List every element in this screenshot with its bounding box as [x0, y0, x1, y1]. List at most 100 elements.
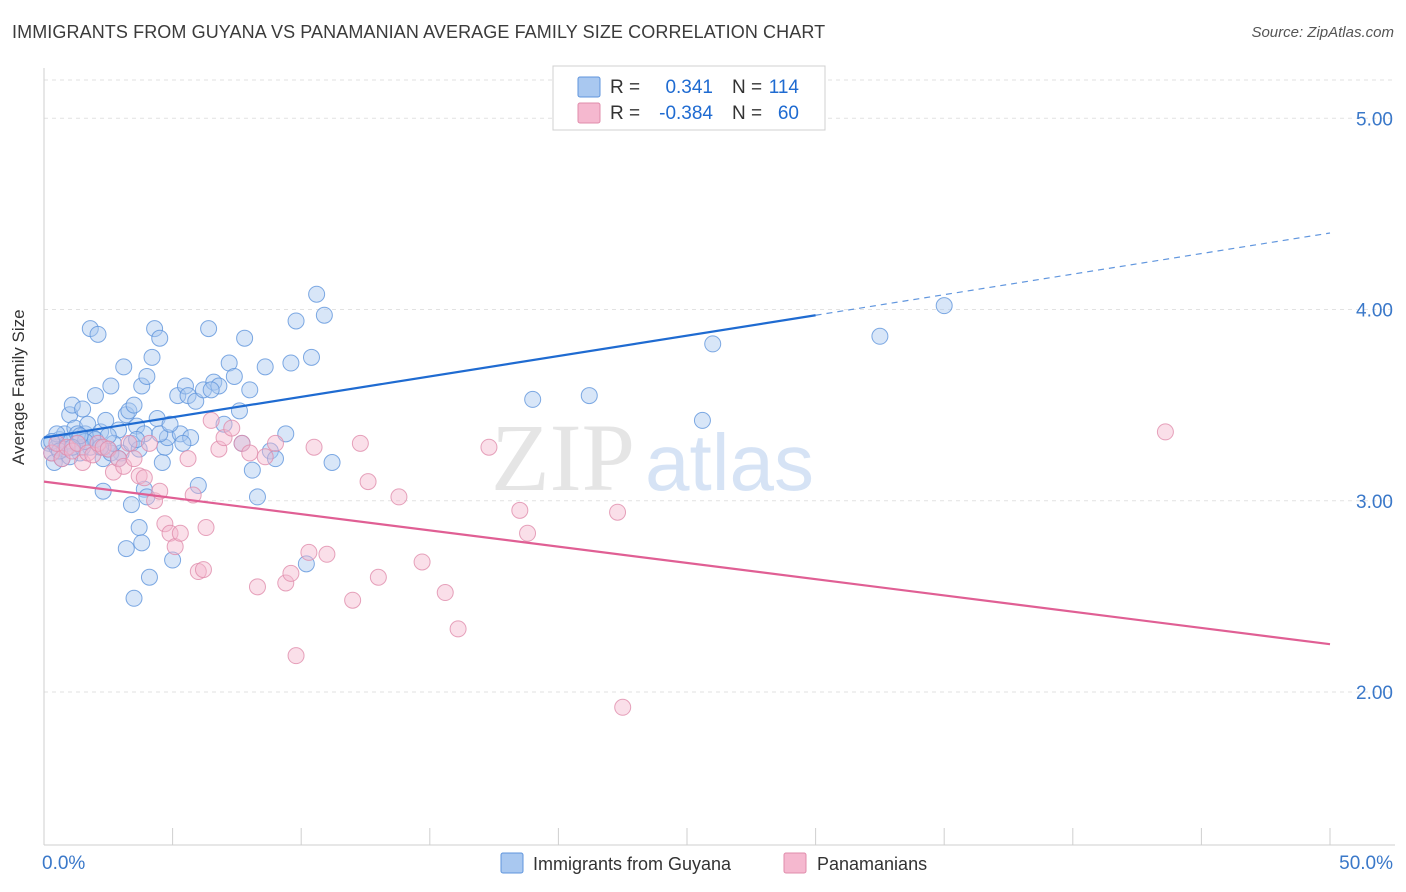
y-tick-label: 2.00: [1356, 683, 1393, 704]
legend-r-label-blue: R =: [610, 77, 640, 98]
point-panamanian: [194, 561, 212, 579]
point-guyana: [140, 568, 158, 586]
point-guyana: [128, 431, 146, 449]
point-panamanian: [104, 463, 122, 481]
point-panamanian: [140, 434, 158, 452]
point-guyana: [125, 396, 143, 414]
point-guyana: [89, 325, 107, 343]
legend-n-value-pink: 60: [778, 103, 799, 124]
point-guyana: [176, 377, 194, 395]
legend-r-value-blue: 0.341: [665, 77, 713, 98]
point-guyana: [122, 496, 140, 514]
point-panamanian: [135, 469, 153, 487]
point-panamanian: [614, 698, 632, 716]
point-guyana: [323, 454, 341, 471]
point-guyana: [243, 461, 261, 479]
point-guyana: [215, 415, 233, 433]
point-guyana: [287, 312, 305, 330]
y-tick-label: 4.00: [1356, 301, 1393, 322]
trend-line-guyana-extension: [815, 232, 1331, 316]
point-guyana: [580, 387, 598, 405]
point-guyana: [241, 381, 259, 399]
trend-lines: [43, 232, 1331, 646]
point-guyana: [308, 285, 326, 303]
legend-r-label-pink: R =: [610, 103, 640, 124]
watermark: ZIP atlas: [491, 404, 814, 511]
axes: [43, 68, 1395, 846]
legend-swatch-blue: [577, 76, 601, 98]
point-guyana: [248, 488, 266, 506]
x-tick-label-min: 0.0%: [42, 853, 85, 874]
point-panamanian: [277, 574, 295, 592]
point-panamanian: [202, 411, 220, 429]
point-panamanian: [248, 578, 266, 596]
point-panamanian: [266, 434, 284, 452]
watermark-zip: ZIP: [491, 404, 635, 511]
legend-r-value-pink: -0.384: [659, 103, 713, 124]
point-guyana: [138, 367, 156, 385]
point-panamanian: [369, 568, 387, 586]
point-guyana: [133, 377, 151, 395]
point-guyana: [151, 329, 169, 347]
point-guyana: [74, 400, 92, 418]
point-guyana: [164, 551, 182, 569]
y-tick-label: 3.00: [1356, 492, 1393, 513]
point-guyana: [86, 387, 104, 405]
point-guyana: [143, 348, 161, 366]
legend-bottom-swatch-blue: [500, 852, 524, 874]
point-guyana: [146, 320, 164, 338]
point-panamanian: [609, 503, 627, 521]
point-guyana: [63, 396, 81, 414]
trend-line-panamanian: [43, 480, 1331, 646]
point-guyana: [693, 411, 711, 429]
point-guyana: [524, 390, 542, 408]
point-panamanian: [344, 591, 362, 609]
point-panamanian: [449, 620, 467, 638]
point-panamanian: [120, 434, 138, 452]
point-guyana: [236, 329, 254, 347]
point-panamanian: [519, 524, 537, 542]
point-panamanian: [179, 450, 197, 468]
legend-n-label-pink: N =: [732, 103, 762, 124]
point-panamanian: [305, 438, 323, 456]
point-panamanian: [413, 553, 431, 571]
point-guyana: [256, 358, 274, 376]
legend-bottom-label-blue: Immigrants from Guyana: [533, 854, 732, 874]
point-panamanian: [241, 444, 259, 462]
point-guyana: [94, 482, 112, 500]
point-panamanian: [287, 647, 305, 665]
point-panamanian: [300, 543, 318, 561]
point-guyana: [117, 540, 135, 558]
point-guyana: [153, 454, 171, 471]
point-panamanian: [282, 564, 300, 582]
point-guyana: [115, 358, 133, 376]
point-guyana: [202, 381, 220, 399]
y-tick-label: 5.00: [1356, 109, 1393, 130]
point-guyana: [161, 415, 179, 433]
tick-labels: 2.00 3.00 4.00 5.00 0.0% 50.0%: [42, 109, 1393, 874]
point-panamanian: [161, 524, 179, 542]
trend-line-guyana: [43, 314, 816, 439]
point-guyana: [871, 327, 889, 345]
point-guyana: [189, 476, 207, 494]
point-guyana: [200, 320, 218, 338]
legend-stats: R = 0.341 N = 114 R = -0.384 N = 60: [552, 65, 826, 131]
point-guyana: [220, 354, 238, 372]
point-guyana: [125, 589, 143, 607]
point-panamanian: [318, 545, 336, 563]
series-panamanian-points: [43, 411, 1174, 716]
point-panamanian: [390, 488, 408, 506]
watermark-atlas: atlas: [645, 418, 814, 507]
point-panamanian: [511, 501, 529, 519]
point-guyana: [315, 306, 333, 324]
point-guyana: [704, 335, 722, 353]
point-guyana: [130, 519, 148, 537]
point-guyana: [174, 434, 192, 452]
point-panamanian: [166, 538, 184, 556]
legend-n-label-blue: N =: [732, 77, 762, 98]
legend-n-value-blue: 114: [769, 77, 800, 98]
point-guyana: [133, 534, 151, 552]
point-guyana: [302, 348, 320, 366]
point-panamanian: [171, 524, 189, 542]
